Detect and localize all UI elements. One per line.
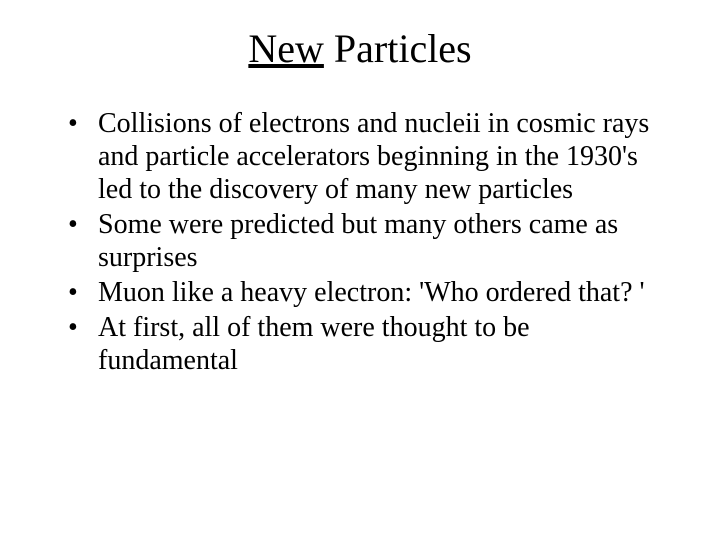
list-item: Some were predicted but many others came… [60,208,670,274]
list-item: At first, all of them were thought to be… [60,311,670,377]
slide-title: New Particles [50,25,670,72]
list-item: Muon like a heavy electron: 'Who ordered… [60,276,670,309]
bullet-list: Collisions of electrons and nucleii in c… [50,107,670,377]
bullet-text: Muon like a heavy electron: 'Who ordered… [98,277,645,308]
list-item: Collisions of electrons and nucleii in c… [60,107,670,206]
title-rest: Particles [324,26,472,71]
bullet-text: Collisions of electrons and nucleii in c… [98,108,649,205]
bullet-text: Some were predicted but many others came… [98,209,618,273]
title-underlined-word: New [248,26,324,71]
bullet-text: At first, all of them were thought to be… [98,312,530,376]
